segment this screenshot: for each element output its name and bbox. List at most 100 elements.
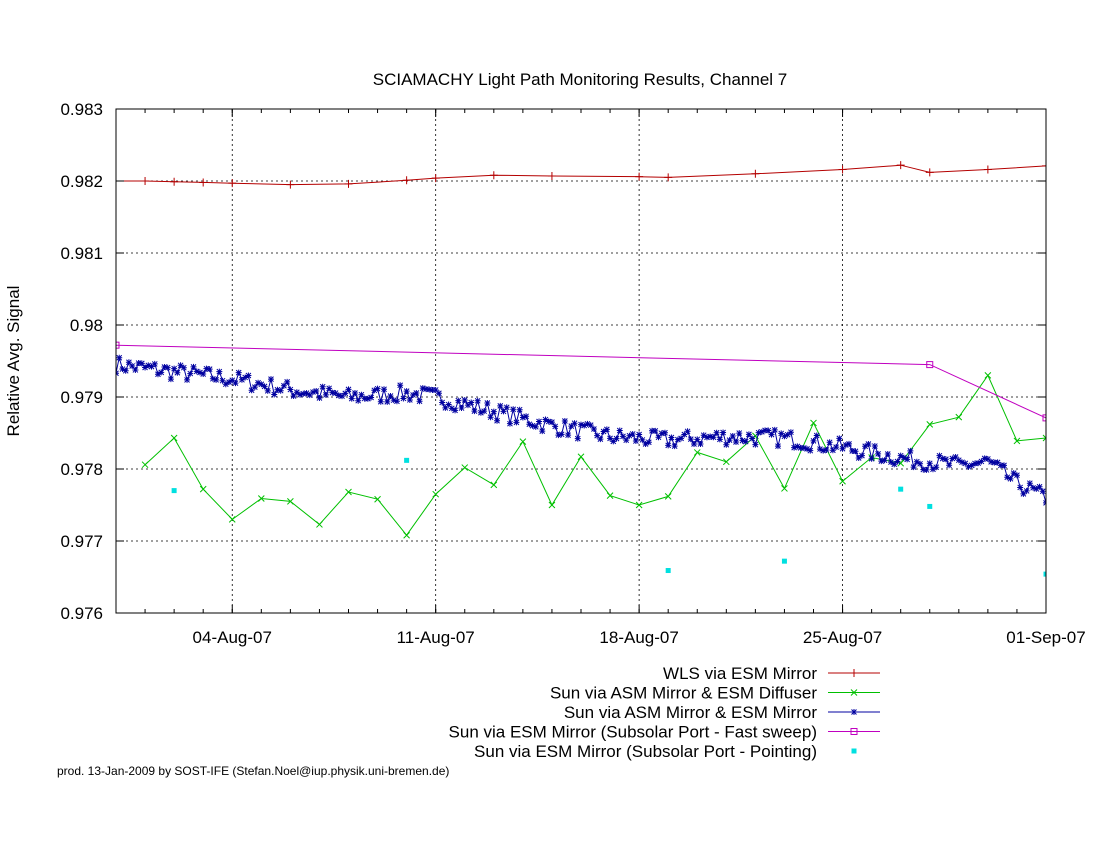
data-point (406, 396, 413, 403)
data-point (722, 458, 730, 466)
data-point (358, 391, 365, 398)
data-point (464, 402, 471, 409)
data-point (461, 464, 469, 471)
data-point (229, 377, 236, 384)
data-point (900, 454, 907, 461)
data-point (251, 384, 258, 391)
data-point (807, 447, 814, 454)
data-point (481, 408, 488, 415)
data-point (723, 441, 730, 448)
data-point (710, 434, 717, 441)
data-point (242, 374, 249, 381)
data-point (448, 405, 455, 412)
data-point (784, 431, 791, 438)
data-point (326, 385, 333, 392)
data-point (925, 168, 934, 177)
data-point (736, 430, 743, 437)
y-tick-label: 0.982 (60, 172, 103, 191)
data-point (545, 418, 552, 425)
data-point (762, 427, 769, 434)
data-point (344, 179, 353, 188)
data-point (771, 426, 778, 433)
data-point (597, 436, 604, 443)
data-point (431, 174, 440, 183)
data-point (161, 364, 168, 371)
data-point (955, 457, 962, 464)
data-point (209, 375, 216, 382)
data-point (865, 441, 872, 448)
data-point (213, 376, 220, 383)
y-tick-label: 0.977 (60, 532, 103, 551)
data-point (581, 422, 588, 429)
data-point (664, 173, 673, 182)
data-point (668, 434, 675, 441)
data-point (665, 568, 671, 574)
data-point (393, 398, 400, 405)
grid-lines (116, 109, 1046, 613)
data-point (929, 466, 936, 473)
series-4 (171, 457, 1046, 577)
data-point (148, 363, 155, 370)
data-point (167, 376, 174, 383)
data-point (587, 422, 594, 429)
data-point (645, 439, 652, 446)
data-point (894, 458, 901, 465)
data-point (778, 430, 785, 437)
data-point (871, 443, 878, 450)
data-point (497, 402, 504, 409)
x-tick-label: 18-Aug-07 (599, 628, 678, 647)
data-point (752, 441, 759, 448)
data-point (729, 433, 736, 440)
series-line (116, 357, 1046, 504)
data-point (429, 386, 436, 393)
data-point (842, 441, 849, 448)
data-point (1030, 484, 1037, 491)
data-point (177, 362, 184, 369)
data-point (949, 455, 956, 462)
data-point (898, 486, 904, 492)
data-point (284, 378, 291, 385)
data-point (416, 398, 423, 405)
data-point (904, 456, 911, 463)
data-point (129, 363, 136, 370)
data-point (526, 421, 533, 428)
legend-label: WLS via ESM Mirror (663, 664, 817, 683)
y-tick-label: 0.979 (60, 388, 103, 407)
data-point (397, 382, 404, 389)
data-point (552, 423, 559, 430)
data-point (888, 459, 894, 466)
data-point (826, 439, 833, 446)
data-point (1007, 475, 1014, 482)
data-point (574, 435, 581, 442)
data-point (122, 367, 129, 374)
data-point (138, 360, 145, 367)
data-point (238, 376, 245, 383)
data-point (452, 407, 459, 414)
data-point (858, 452, 865, 459)
data-point (800, 444, 807, 451)
data-point (458, 405, 465, 412)
data-point (652, 427, 659, 434)
data-point (332, 390, 339, 397)
data-point (839, 445, 846, 452)
data-point (506, 420, 513, 427)
data-point (170, 434, 178, 442)
data-point (196, 369, 203, 376)
data-point (490, 481, 498, 489)
data-point (539, 428, 546, 435)
data-point (193, 368, 200, 375)
data-point (971, 460, 978, 467)
data-point (432, 386, 439, 393)
data-point (1042, 414, 1046, 422)
data-point (926, 421, 934, 428)
data-point (1013, 472, 1020, 479)
data-point (565, 432, 572, 439)
data-point (316, 521, 323, 528)
x-tick-label: 25-Aug-07 (803, 628, 882, 647)
data-point (184, 376, 191, 383)
data-point (235, 369, 242, 376)
data-point (616, 427, 623, 434)
data-point (300, 390, 307, 397)
data-point (733, 438, 739, 445)
data-point (547, 171, 556, 180)
